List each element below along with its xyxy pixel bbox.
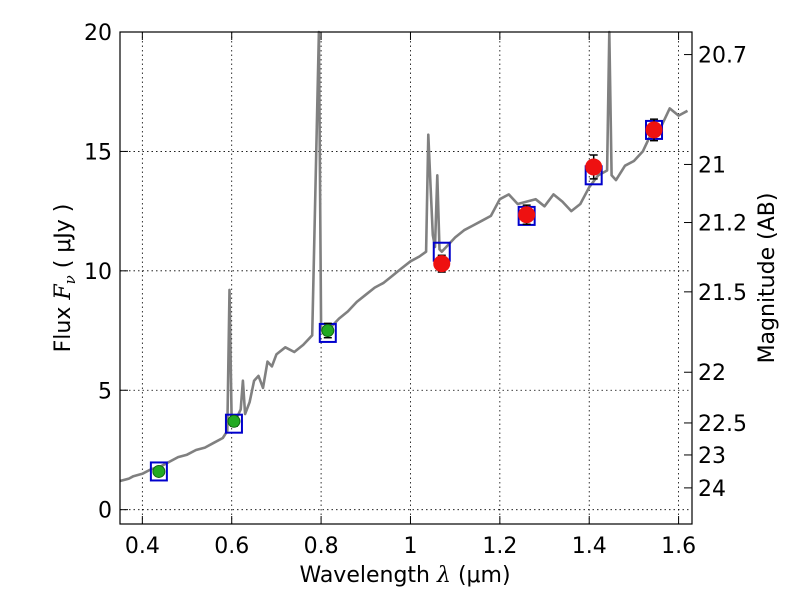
magnitude-tick-label: 23 xyxy=(698,444,726,469)
photometry-point xyxy=(585,158,603,176)
photometry-point xyxy=(227,414,241,428)
photometry-points xyxy=(152,118,663,478)
x-tick-label: 1.2 xyxy=(482,534,517,559)
model-photometry-square xyxy=(149,461,168,482)
photometry-point xyxy=(433,255,451,273)
magnitude-tick-label: 20.7 xyxy=(698,44,747,69)
photometry-point xyxy=(152,464,166,478)
x-axis: 0.4 0.6 0.8 1 1.2 1.4 1.6 xyxy=(125,32,696,559)
spectrum-series xyxy=(119,30,689,483)
magnitude-tick-label: 21 xyxy=(698,153,726,178)
y-tick-label: 5 xyxy=(98,379,112,404)
y-axis: 0 5 10 15 20 xyxy=(84,21,128,524)
photometry-point xyxy=(645,121,663,139)
grid xyxy=(120,31,692,524)
magnitude-axis: 20.7 21 21.2 21.5 22 22.5 23 24 xyxy=(684,44,747,502)
magnitude-tick-label: 24 xyxy=(698,477,726,502)
magnitude-axis-label: Magnitude (AB) xyxy=(755,193,780,364)
x-tick-label: 1 xyxy=(403,534,417,559)
x-tick-label: 1.6 xyxy=(661,534,696,559)
y-tick-label: 10 xyxy=(84,260,112,285)
magnitude-tick-label: 21.5 xyxy=(698,281,747,306)
x-tick-label: 0.8 xyxy=(304,534,339,559)
y-tick-label: 0 xyxy=(98,499,112,524)
x-tick-label: 0.4 xyxy=(125,534,160,559)
y-tick-label: 15 xyxy=(84,140,112,165)
plot-frame xyxy=(119,31,693,525)
photometry-point xyxy=(518,206,536,224)
x-tick-label: 1.4 xyxy=(572,534,607,559)
spectrum-line xyxy=(119,30,689,483)
model-photometry-square xyxy=(224,413,243,434)
magnitude-tick-label: 22 xyxy=(698,361,726,386)
magnitude-tick-label: 22.5 xyxy=(698,412,747,437)
x-tick-label: 0.6 xyxy=(214,534,249,559)
y-axis-label: Flux Fν ( μJy ) xyxy=(51,204,79,353)
magnitude-tick-label: 21.2 xyxy=(698,212,747,237)
x-axis-label: Wavelength λ (μm) xyxy=(299,563,510,588)
y-tick-label: 20 xyxy=(84,21,112,46)
photometry-point xyxy=(321,324,335,338)
